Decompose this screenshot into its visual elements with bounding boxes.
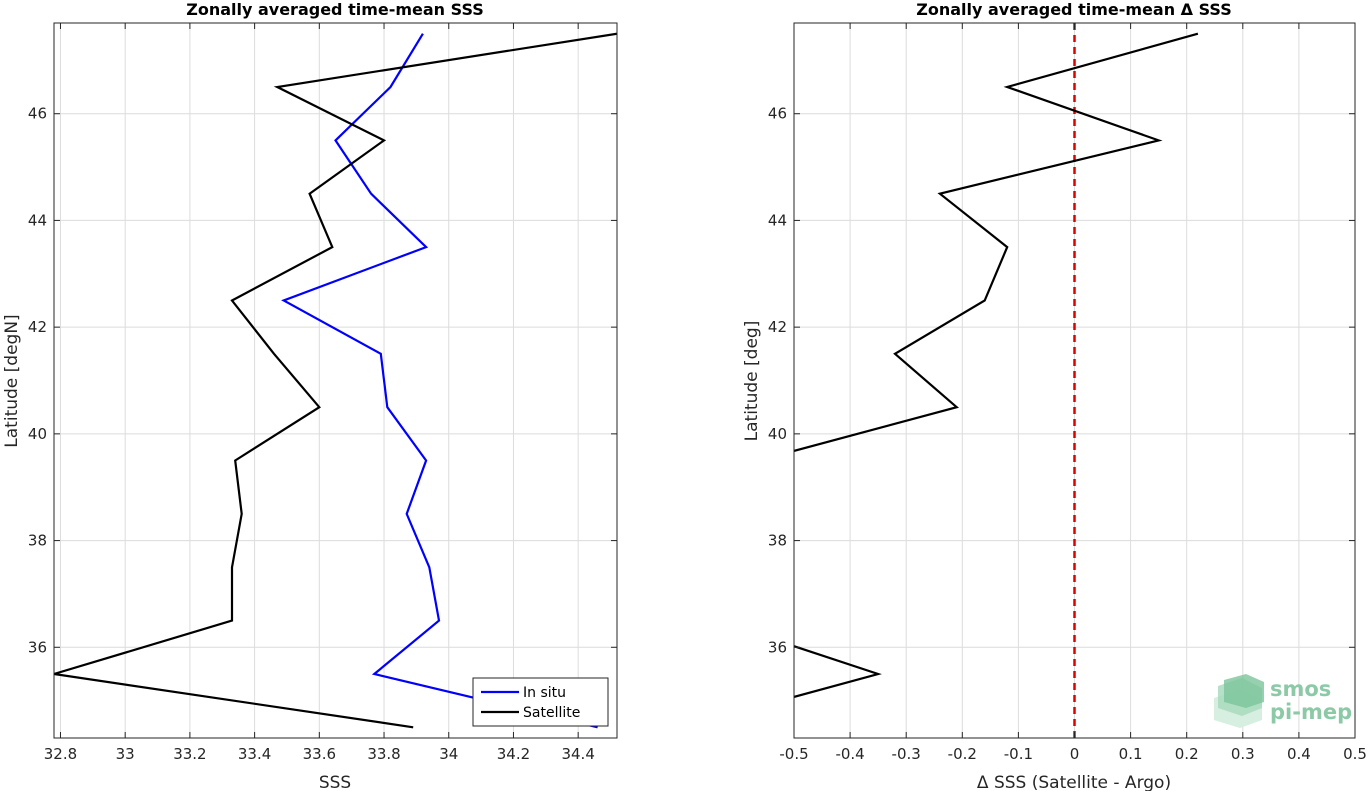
right-x-tick-label: -0.3: [892, 745, 921, 763]
left-legend-label: In situ: [523, 685, 566, 701]
left-grid: [54, 23, 617, 738]
right-x-tick-label: 0.2: [1175, 745, 1199, 763]
right-panel-delta-sss: Zonally averaged time-mean Δ SSS Δ SSS (…: [742, 0, 1367, 791]
right-x-tick-label: -0.2: [948, 745, 977, 763]
right-series-line-segment-0: [794, 645, 882, 698]
logo-line-2: pi-mep: [1270, 700, 1352, 724]
left-x-axis-label: SSS: [319, 773, 351, 791]
right-y-tick-label: 38: [768, 532, 787, 550]
left-x-tick-label: 34.4: [561, 745, 594, 763]
left-y-tick-label: 38: [28, 532, 47, 550]
left-x-tick-label: 32.8: [44, 745, 77, 763]
right-x-axis-label: Δ SSS (Satellite - Argo): [977, 773, 1171, 791]
left-chart-title: Zonally averaged time-mean SSS: [186, 0, 484, 19]
left-legend-label: Satellite: [523, 705, 580, 721]
left-x-tick-label: 34: [439, 745, 458, 763]
right-x-tick-label: 0.5: [1343, 745, 1367, 763]
left-axes-frame: [53, 22, 618, 739]
right-y-tick-label: 44: [768, 211, 787, 229]
left-legend: In situ Satellite: [472, 677, 609, 727]
left-y-tick-label: 44: [28, 211, 47, 229]
right-x-tick-label: -0.4: [835, 745, 864, 763]
smos-pimep-logo: smos pi-mep: [1214, 674, 1352, 728]
left-x-tick-label: 33.8: [367, 745, 400, 763]
right-x-tick-label: 0.3: [1231, 745, 1255, 763]
right-y-tick-label: 46: [768, 105, 787, 123]
right-x-tick-label: 0.1: [1119, 745, 1143, 763]
logo-line-1: smos: [1270, 677, 1331, 701]
right-y-tick-label: 40: [768, 425, 787, 443]
left-x-tick-label: 33.4: [238, 745, 271, 763]
left-series-line-satellite: [54, 32, 617, 729]
left-y-tick-label: 42: [28, 318, 47, 336]
right-grid: [793, 23, 1356, 738]
left-series-line-in-situ: [281, 33, 598, 729]
right-x-tick-label: -0.1: [1004, 745, 1033, 763]
right-y-axis-label: Latitude [deg]: [742, 321, 762, 442]
left-legend-box: [472, 677, 609, 727]
left-panel-sss: Zonally averaged time-mean SSS SSS Latit…: [2, 0, 618, 791]
left-x-tick-label: 33: [116, 745, 135, 763]
right-y-tick-label: 36: [768, 638, 787, 656]
left-plot-area: 32.8 33 33.2 33.4 33.6 33.8 34 34.2 34.4 36 38 40 42…: [28, 22, 618, 763]
right-plot-area: -0.5 -0.4 -0.3 -0.2 -0.1 0 0.1 0.2 0.3 0.4 0.5 36 38…: [768, 22, 1367, 763]
right-chart-title: Zonally averaged time-mean Δ SSS: [916, 0, 1232, 19]
left-x-tick-label: 33.6: [303, 745, 336, 763]
right-y-tick-label: 42: [768, 318, 787, 336]
left-y-tick-label: 36: [28, 638, 47, 656]
logo-mark-icon: [1214, 674, 1264, 728]
left-y-axis-label: Latitude [degN]: [2, 314, 22, 447]
right-x-tick-label: -0.5: [779, 745, 808, 763]
right-x-tick-label: 0.4: [1287, 745, 1311, 763]
left-x-tick-label: 34.2: [497, 745, 530, 763]
right-series-line-segment-1: [794, 32, 1199, 452]
left-x-tick-label: 33.2: [173, 745, 206, 763]
left-y-tick-label: 40: [28, 425, 47, 443]
right-x-tick-label: 0: [1070, 745, 1080, 763]
left-y-tick-label: 46: [28, 105, 47, 123]
